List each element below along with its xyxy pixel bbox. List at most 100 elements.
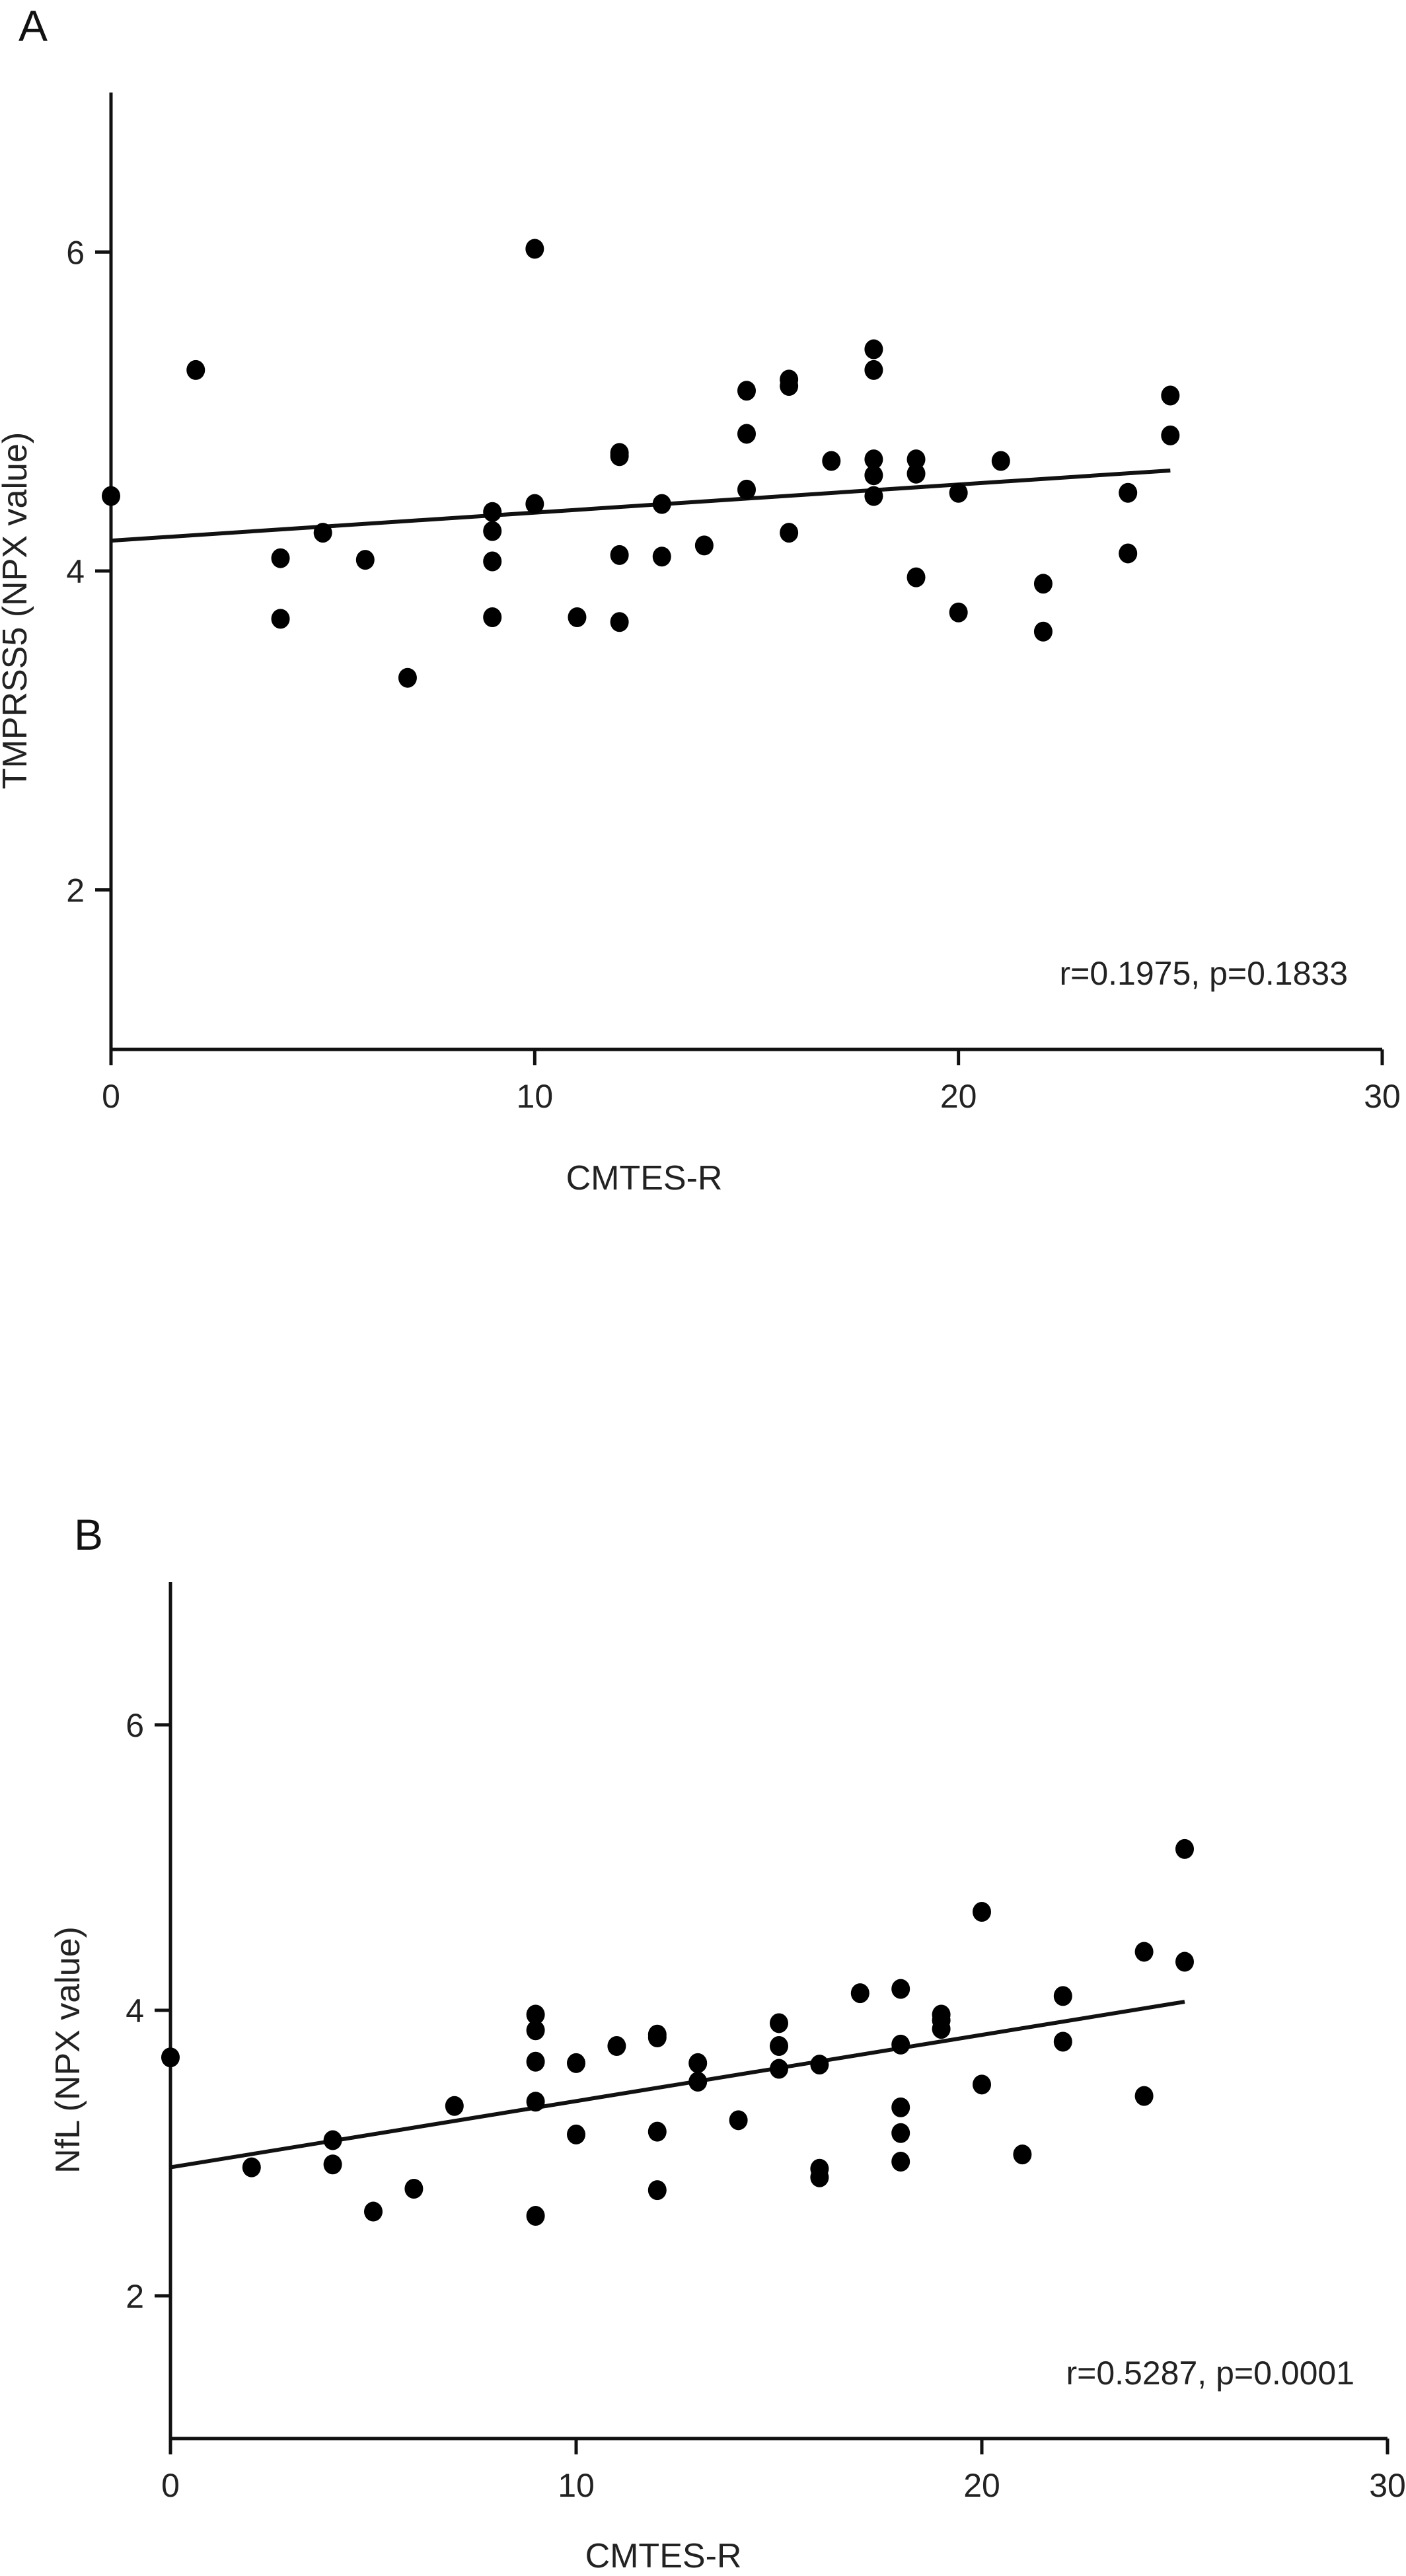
data-point [355, 550, 375, 570]
data-point [864, 465, 883, 486]
data-point [1053, 2031, 1072, 2052]
data-point [1161, 385, 1180, 406]
data-point [737, 479, 756, 500]
data-point [770, 2013, 788, 2033]
data-point [973, 1901, 991, 1922]
x-tick-label: 10 [517, 1078, 554, 1115]
data-point [1161, 425, 1180, 445]
data-point [648, 2121, 667, 2142]
data-point [526, 2051, 545, 2072]
data-point [404, 2179, 424, 2199]
data-point [567, 2124, 585, 2144]
data-point [1175, 1838, 1194, 1859]
data-point [822, 451, 841, 471]
data-point [313, 523, 332, 543]
data-point [906, 463, 926, 484]
x-axis-title: CMTES-R [585, 2537, 742, 2575]
y-tick-label: 2 [126, 2278, 144, 2315]
data-point [906, 449, 926, 470]
x-tick-label: 20 [940, 1078, 977, 1115]
data-point [729, 2110, 748, 2131]
data-point [526, 2004, 545, 2025]
scatter-chart-a: A 0 10 20 30 2 4 6 CMTES-R TMPRSS5 (NPX value) r=0… [0, 1, 1401, 1197]
data-point [864, 339, 883, 360]
data-point [652, 494, 671, 514]
data-point [526, 2020, 545, 2041]
data-point [906, 567, 926, 587]
data-point [891, 1979, 910, 1999]
data-point [271, 548, 290, 568]
data-point [770, 2059, 788, 2079]
data-point [525, 494, 544, 514]
data-point [186, 360, 205, 380]
data-point [850, 1983, 870, 2004]
data-point [810, 2167, 829, 2187]
x-tick-label: 0 [161, 2467, 180, 2504]
data-point [1119, 482, 1138, 503]
data-point [694, 535, 714, 556]
data-point [607, 2036, 626, 2056]
x-tick-label: 0 [102, 1078, 120, 1115]
data-point [242, 2157, 261, 2178]
data-point [1033, 574, 1053, 594]
data-point [161, 2047, 180, 2068]
correlation-annotation: r=0.5287, p=0.0001 [1066, 2355, 1355, 2392]
data-point [271, 609, 290, 629]
data-point [864, 486, 883, 506]
data-point [652, 547, 671, 567]
y-tick-label: 6 [66, 234, 85, 271]
panel-a: A 0 10 20 30 2 4 6 CMTES-R TMPRSS5 (NPX value) r=0… [0, 0, 1406, 1256]
data-point [891, 2097, 910, 2117]
x-tick-label: 20 [963, 2467, 1000, 2504]
data-point [864, 360, 883, 380]
data-point [688, 2053, 708, 2073]
data-point [810, 2055, 829, 2075]
data-point [398, 667, 417, 688]
y-axis-title: TMPRSS5 (NPX value) [0, 432, 34, 789]
data-point [891, 2034, 910, 2055]
data-point [1134, 1942, 1154, 1962]
data-point [780, 523, 799, 543]
data-point [102, 486, 120, 506]
x-tick-label: 30 [1364, 1078, 1401, 1115]
y-tick-label: 4 [126, 1992, 144, 2029]
data-point [526, 2092, 545, 2112]
data-point [1033, 621, 1053, 642]
data-point [526, 2206, 545, 2226]
data-point [973, 2074, 991, 2095]
data-point [568, 607, 587, 627]
scatter-chart-b: B 0 10 20 30 2 4 6 CMTES-R NfL (NPX value) r=0.528… [49, 1510, 1406, 2575]
data-point [780, 376, 799, 397]
data-point [1053, 1986, 1072, 2006]
data-point [610, 446, 629, 467]
data-point [770, 2036, 788, 2056]
data-point [1013, 2144, 1032, 2165]
data-point [323, 2154, 342, 2175]
panel-b: B 0 10 20 30 2 4 6 CMTES-R NfL (NPX value) r=0.528… [0, 1289, 1406, 2576]
data-point [610, 545, 629, 565]
x-axis-title: CMTES-R [566, 1159, 723, 1197]
data-point [1175, 1951, 1194, 1972]
correlation-annotation: r=0.1975, p=0.1833 [1060, 955, 1349, 992]
y-tick-label: 6 [126, 1707, 144, 1744]
data-point [610, 612, 629, 632]
data-point [737, 381, 756, 401]
x-tick-label: 30 [1369, 2467, 1406, 2504]
data-point [949, 602, 968, 623]
data-point [364, 2201, 383, 2222]
data-point [991, 451, 1010, 471]
y-axis-title: NfL (NPX value) [49, 1926, 87, 2174]
data-point [483, 502, 502, 522]
regression-line [110, 468, 1171, 543]
data-point [737, 424, 756, 444]
data-point [932, 2019, 951, 2039]
data-point [891, 2123, 910, 2143]
data-point [891, 2151, 910, 2172]
data-point [525, 239, 544, 259]
y-tick-label: 2 [66, 872, 85, 909]
data-point [445, 2096, 464, 2116]
data-point [567, 2053, 585, 2073]
data-point [949, 482, 968, 503]
data-point [483, 551, 502, 572]
data-point [688, 2072, 708, 2092]
